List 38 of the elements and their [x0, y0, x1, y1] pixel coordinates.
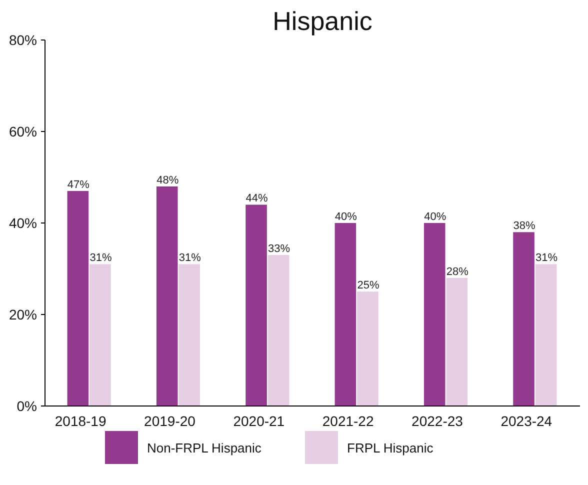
- bar: [178, 264, 200, 406]
- x-tick-label: 2021-22: [322, 413, 374, 429]
- bar: [357, 292, 378, 406]
- data-label: 40%: [424, 211, 446, 223]
- data-label: 47%: [67, 178, 90, 191]
- bar: [156, 186, 178, 406]
- data-label: 33%: [268, 243, 290, 256]
- x-tick-label: 2019-20: [144, 413, 196, 429]
- y-tick-label: 20%: [8, 306, 37, 322]
- y-tick-label: 40%: [8, 214, 37, 231]
- data-label: 40%: [334, 211, 358, 223]
- bar: [268, 255, 290, 406]
- bar: [334, 223, 356, 406]
- bar: [446, 278, 468, 406]
- x-tick-label: 2020-21: [233, 413, 285, 429]
- text: FRPL Hispanic: [347, 440, 434, 456]
- bar: [424, 223, 446, 406]
- y-tick-label: 0%: [16, 398, 37, 414]
- x-tick-label: 2018-19: [54, 413, 106, 429]
- data-label: 48%: [156, 174, 179, 186]
- x-tick-label: 2023-24: [500, 413, 552, 429]
- data-label: 28%: [446, 266, 469, 278]
- text: Non-FRPL Hispanic: [147, 440, 262, 456]
- bar: [535, 264, 557, 406]
- x-tick-label: 2022-23: [412, 413, 464, 429]
- data-label: 31%: [536, 252, 558, 264]
- y-tick-label: 80%: [8, 32, 37, 48]
- bar: [90, 264, 111, 406]
- data-label: 31%: [178, 252, 202, 264]
- bar: [246, 204, 267, 406]
- data-label: 25%: [357, 280, 380, 292]
- chart-title: Hispanic: [272, 6, 372, 36]
- data-label: 31%: [90, 252, 112, 264]
- y-tick-label: 60%: [8, 123, 37, 140]
- data-label: 38%: [513, 220, 536, 232]
- bar: [513, 232, 534, 406]
- bar: [67, 190, 89, 406]
- data-label: 44%: [246, 192, 268, 205]
